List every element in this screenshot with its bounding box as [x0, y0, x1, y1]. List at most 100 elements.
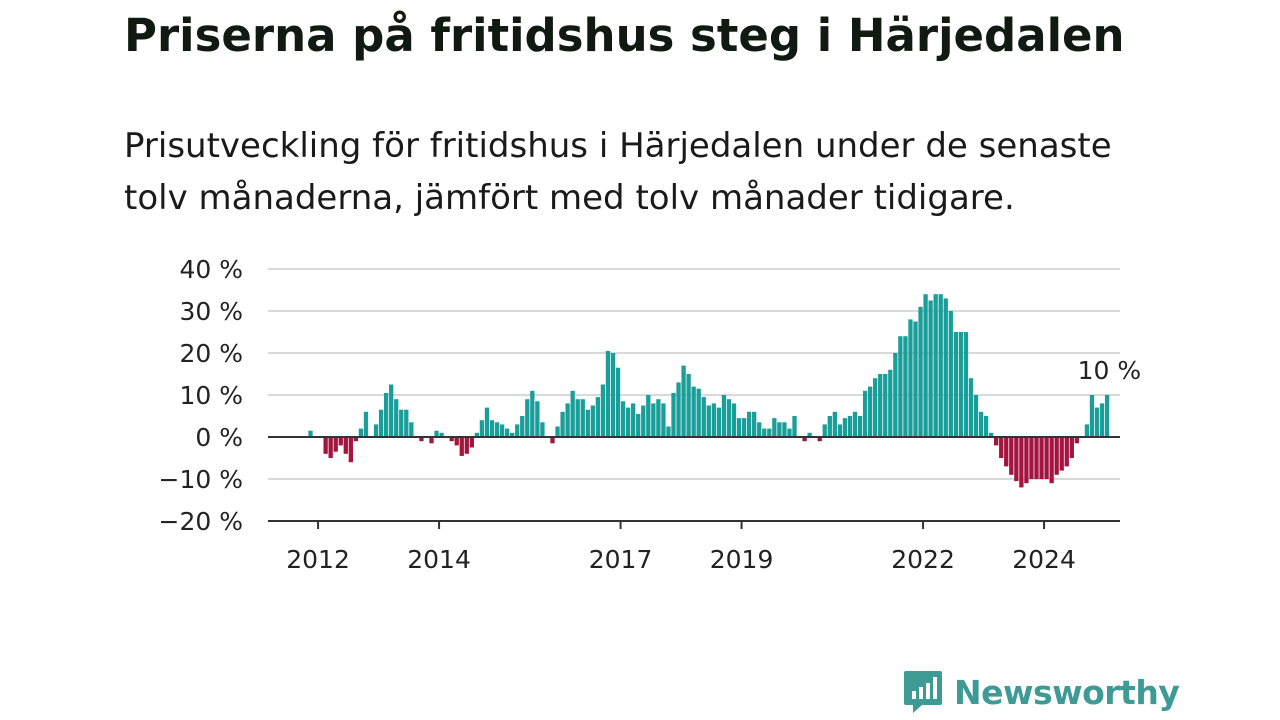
bar: [671, 392, 676, 437]
bar: [489, 420, 495, 437]
bar: [757, 422, 762, 437]
bar: [963, 332, 969, 437]
bar: [903, 336, 908, 437]
bar: [1099, 403, 1105, 437]
bar: [358, 428, 364, 437]
bar: [525, 399, 530, 437]
bar: [681, 365, 686, 437]
bar: [323, 437, 328, 454]
bar: [429, 437, 434, 444]
bar: [1049, 437, 1054, 484]
bar: [464, 437, 469, 454]
bar: [646, 395, 651, 437]
bar: [1009, 437, 1014, 475]
bar: [550, 437, 555, 444]
bar: [706, 405, 711, 437]
bar: [686, 374, 691, 437]
bar: [988, 432, 994, 437]
chart-title: Priserna på fritidshus steg i Härjedalen: [124, 9, 1125, 62]
y-tick-label: −20 %: [159, 507, 243, 536]
bar: [636, 413, 641, 437]
bar: [1034, 437, 1039, 479]
x-tick-label: 2012: [286, 545, 350, 574]
bar: [777, 422, 782, 437]
bar: [338, 437, 343, 446]
bar: [560, 411, 565, 437]
bar: [832, 411, 837, 437]
bar: [1004, 437, 1009, 467]
bar: [878, 374, 883, 437]
bar: [615, 367, 621, 437]
bar: [908, 319, 913, 437]
bar: [999, 437, 1004, 458]
bar: [953, 332, 958, 437]
bar: [409, 422, 414, 437]
x-tick-label: 2014: [407, 545, 471, 574]
bar: [1054, 437, 1059, 475]
bar: [973, 395, 979, 437]
bar: [1024, 437, 1029, 484]
bar: [404, 409, 409, 437]
bar: [893, 353, 898, 437]
bar: [378, 409, 384, 437]
bar: [736, 418, 742, 437]
bar: [862, 390, 868, 437]
bar: [1039, 437, 1044, 479]
bar: [474, 432, 480, 437]
bar: [767, 428, 772, 437]
bar: [1069, 437, 1074, 458]
bar: [1019, 437, 1024, 488]
bar: [1014, 437, 1019, 482]
bar: [389, 384, 394, 437]
bar: [585, 409, 590, 437]
bar: [948, 311, 953, 437]
bar: [620, 401, 626, 437]
bar: [1059, 437, 1064, 471]
bar: [983, 416, 989, 437]
bar: [787, 428, 792, 437]
bar: [520, 416, 525, 437]
bar: [353, 437, 359, 442]
bar: [515, 424, 520, 437]
bar: [847, 416, 853, 437]
x-tick-label: 2024: [1012, 545, 1076, 574]
bar: [333, 437, 338, 452]
bar: [399, 409, 404, 437]
bar: [434, 430, 439, 437]
y-tick-label: 30 %: [179, 297, 243, 326]
bar: [651, 403, 656, 437]
bar: [867, 386, 873, 437]
bar: [504, 428, 510, 437]
bar: [827, 416, 832, 437]
bar: [898, 336, 903, 437]
gridlines: [268, 268, 1120, 480]
bar: [883, 374, 888, 437]
bar: [696, 388, 701, 437]
bar: [873, 378, 878, 437]
bar: [328, 437, 333, 458]
bar: [580, 399, 585, 437]
bar: [802, 437, 807, 442]
bar: [978, 411, 984, 437]
bar: [1044, 437, 1049, 479]
bar: [484, 407, 490, 437]
bar: [363, 411, 369, 437]
bar: [641, 405, 646, 437]
brand-name: Newsworthy: [954, 672, 1180, 712]
bar: [701, 397, 706, 437]
bar: [752, 411, 757, 437]
bar: [943, 298, 948, 437]
bar: [373, 424, 379, 437]
bar: [746, 411, 752, 437]
bar: [711, 403, 716, 437]
last-value-label: 10 %: [1078, 356, 1142, 385]
y-tick-label: 10 %: [179, 381, 243, 410]
y-tick-label: 40 %: [179, 255, 243, 284]
bar: [469, 437, 474, 448]
bar: [600, 384, 606, 437]
x-tick-label: 2022: [891, 545, 955, 574]
bar: [540, 422, 545, 437]
bar: [918, 306, 923, 437]
bar: [661, 403, 666, 437]
bar: [792, 416, 797, 437]
